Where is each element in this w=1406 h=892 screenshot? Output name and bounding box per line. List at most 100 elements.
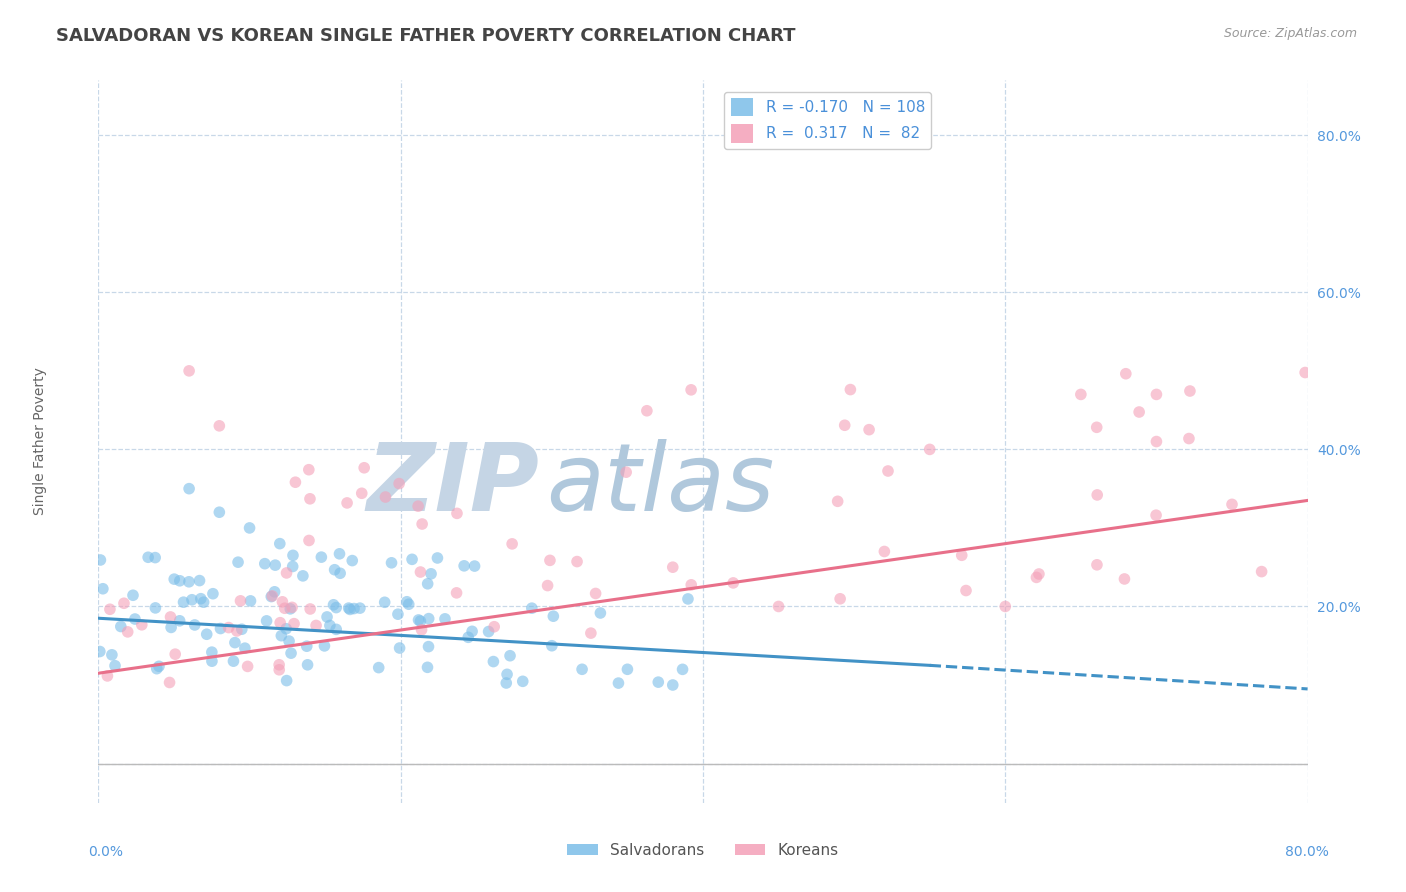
- Point: [269, 536, 291, 550]
- Point: [173, 595, 195, 609]
- Point: [295, 639, 318, 653]
- Point: [124, 612, 146, 626]
- Point: [316, 610, 339, 624]
- Point: [291, 569, 314, 583]
- Point: [112, 596, 135, 610]
- Point: [89, 553, 111, 567]
- Point: [1144, 508, 1167, 523]
- Point: [224, 635, 246, 649]
- Point: [1085, 558, 1108, 572]
- Point: [858, 423, 880, 437]
- Point: [420, 566, 443, 581]
- Point: [418, 640, 440, 654]
- Point: [260, 590, 283, 604]
- Text: Single Father Poverty: Single Father Poverty: [34, 368, 48, 516]
- Point: [585, 586, 607, 600]
- Point: [319, 618, 342, 632]
- Point: [159, 675, 181, 690]
- Point: [201, 587, 224, 601]
- Point: [329, 566, 352, 581]
- Point: [482, 655, 505, 669]
- Point: [163, 572, 186, 586]
- Point: [1294, 366, 1316, 380]
- Point: [298, 463, 321, 477]
- Point: [208, 418, 231, 433]
- Point: [298, 533, 321, 548]
- Point: [263, 584, 285, 599]
- Point: [681, 578, 703, 592]
- Point: [457, 630, 479, 644]
- Point: [239, 594, 262, 608]
- Point: [380, 556, 402, 570]
- Point: [636, 403, 658, 417]
- Point: [148, 659, 170, 673]
- Point: [208, 505, 231, 519]
- Point: [374, 490, 396, 504]
- Point: [495, 676, 517, 690]
- Point: [616, 662, 638, 676]
- Point: [325, 600, 347, 615]
- Point: [416, 660, 439, 674]
- Point: [342, 553, 364, 567]
- Point: [512, 674, 534, 689]
- Point: [461, 624, 484, 639]
- Point: [955, 583, 977, 598]
- Point: [269, 663, 291, 677]
- Point: [1128, 405, 1150, 419]
- Point: [501, 537, 523, 551]
- Point: [233, 641, 256, 656]
- Point: [453, 558, 475, 573]
- Point: [661, 560, 683, 574]
- Point: [89, 644, 111, 658]
- Point: [540, 639, 562, 653]
- Point: [314, 639, 336, 653]
- Point: [1085, 488, 1108, 502]
- Point: [350, 486, 373, 500]
- Point: [409, 614, 432, 628]
- Point: [270, 629, 292, 643]
- Point: [839, 383, 862, 397]
- Text: atlas: atlas: [546, 440, 775, 531]
- Point: [482, 620, 505, 634]
- Point: [827, 494, 849, 508]
- Point: [276, 622, 298, 636]
- Point: [274, 601, 297, 615]
- Point: [408, 613, 430, 627]
- Point: [579, 626, 602, 640]
- Point: [165, 647, 187, 661]
- Point: [311, 550, 333, 565]
- Point: [950, 549, 973, 563]
- Point: [367, 660, 389, 674]
- Point: [143, 550, 166, 565]
- Point: [283, 616, 305, 631]
- Point: [281, 600, 304, 615]
- Point: [131, 617, 153, 632]
- Point: [520, 601, 543, 615]
- Point: [117, 624, 139, 639]
- Point: [229, 594, 252, 608]
- Point: [183, 618, 205, 632]
- Point: [218, 621, 240, 635]
- Point: [1025, 570, 1047, 584]
- Point: [661, 678, 683, 692]
- Point: [1115, 367, 1137, 381]
- Point: [571, 662, 593, 676]
- Point: [395, 595, 418, 609]
- Point: [169, 574, 191, 588]
- Point: [299, 602, 322, 616]
- Text: ZIP: ZIP: [367, 439, 540, 531]
- Point: [411, 623, 433, 637]
- Point: [264, 558, 287, 573]
- Text: 80.0%: 80.0%: [1285, 845, 1329, 859]
- Point: [565, 555, 588, 569]
- Point: [278, 634, 301, 648]
- Point: [353, 460, 375, 475]
- Point: [225, 624, 247, 638]
- Point: [305, 618, 328, 632]
- Point: [1144, 387, 1167, 401]
- Point: [349, 601, 371, 615]
- Point: [343, 601, 366, 615]
- Point: [589, 606, 612, 620]
- Point: [96, 669, 118, 683]
- Point: [411, 516, 433, 531]
